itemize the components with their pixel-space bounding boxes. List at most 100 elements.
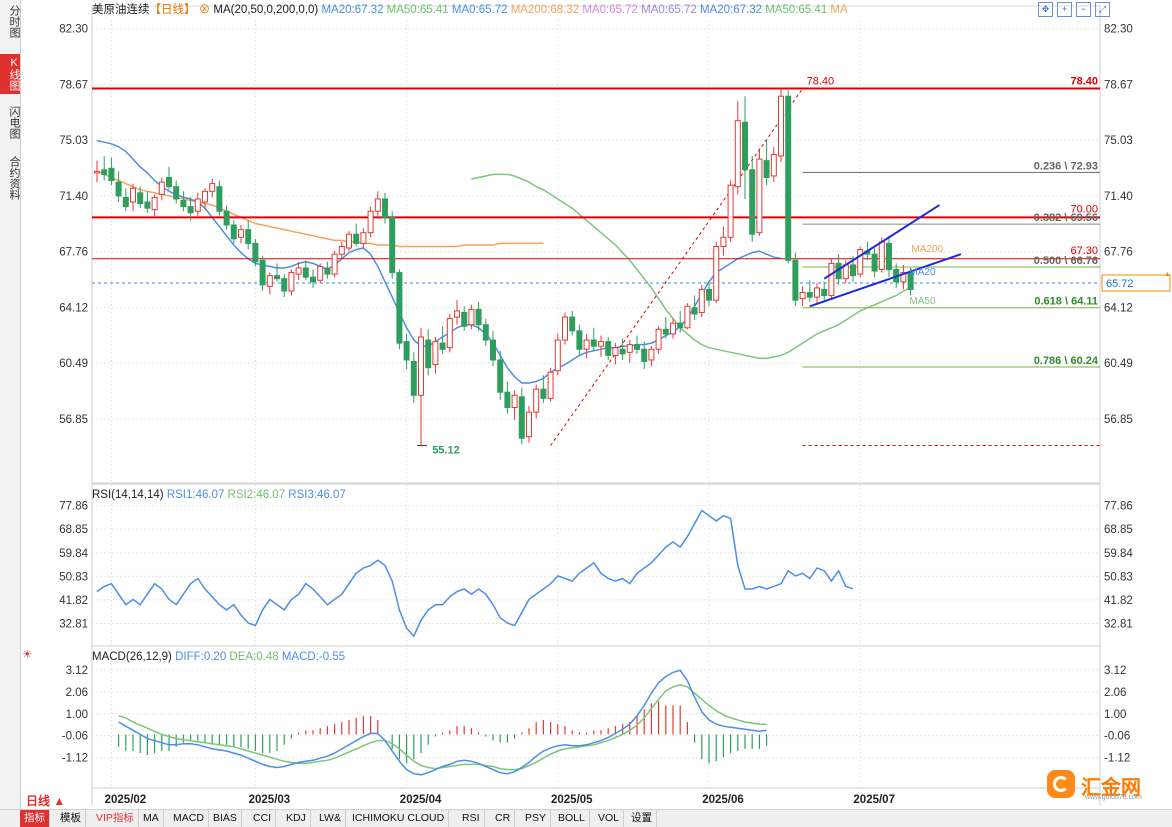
candle-body [209,183,216,192]
candle-body [331,253,338,275]
candle-body [619,348,626,355]
macd-ytick-left: -1.12 [62,753,88,765]
candle-body [792,259,799,301]
candle-body [612,347,619,356]
candle-body [468,308,475,326]
rsi-ytick-left: 59.84 [59,548,88,560]
candle-body [504,391,511,409]
price-ytick-left: 82.30 [59,24,88,36]
zoom-in-icon[interactable]: + [1057,2,1072,17]
candle-body [403,341,410,361]
indicator-tab[interactable]: CR [491,810,516,827]
candle-body [194,198,201,212]
support-label: 67.30 [1070,245,1098,257]
x-tick-label: 2025/03 [249,794,291,806]
price-ytick-left: 56.85 [59,414,88,426]
indicator-tab[interactable]: RSI [458,810,485,827]
indicator-tab-bar: 指标 模板 VIP指标 MA MACD BIAS CCI KDJ LW& ICHIMOKU CLO… [0,809,1172,827]
rsi-ytick-right: 41.82 [1104,595,1133,607]
candle-body [432,341,439,366]
high-price-right-label: 78.40 [1070,76,1098,88]
chart-canvas[interactable]: 82.30 82.30 78.67 78.67 75.03 75.03 71.40 71.40… [0,0,1172,810]
indicator-tab[interactable]: LW& [315,810,346,827]
fib-level-label: 0.382 \ 69.56 [1034,212,1098,224]
dea-line [118,684,767,771]
candle-body [410,361,417,396]
indicator-tab[interactable]: CCI [249,810,277,827]
channel-upper-line [823,204,940,280]
price-ytick-left: 78.67 [59,79,88,91]
price-ytick-left: 67.76 [59,247,88,259]
tab-contract-info[interactable]: 合约资料 [8,156,20,200]
indicator-tab[interactable]: MACD [169,810,209,827]
tab-kline[interactable]: K线图 [0,54,20,94]
candle-body [101,169,108,175]
candle-body [281,278,288,292]
candle-body [94,170,100,174]
candle-body [274,275,280,280]
candle-body [583,339,590,350]
move-icon[interactable]: ✥ [1038,2,1053,17]
candle-body [569,316,576,332]
rsi-title: RSI(14,14,14) [92,489,164,501]
macd-ytick-left: 3.12 [66,665,88,677]
candle-body [202,190,208,203]
indicator-tab[interactable]: PSY [521,810,552,827]
candle-body [396,272,403,344]
indicator-tab[interactable]: ICHIMOKU CLOUD [348,810,450,827]
tab-timeshare[interactable]: 分时图 [8,5,20,38]
legend-item: DIFF:0.20 [175,651,227,663]
tab-flash[interactable]: 闪电图 [8,106,20,139]
indicator-tab[interactable]: 模板 [56,810,86,827]
candle-body [122,196,129,208]
indicator-tab[interactable]: VIP指标 [92,810,139,827]
rsi-ytick-right: 50.83 [1104,571,1133,583]
candle-body [259,259,266,286]
indicator-tab[interactable]: BIAS [209,810,242,827]
candle-body [115,181,122,197]
macd-ytick-left: 1.00 [66,709,88,721]
rsi-ytick-right: 68.85 [1104,524,1133,536]
candle-body [173,186,180,200]
rsi-ytick-right: 32.81 [1104,618,1133,630]
candle-body [554,339,561,372]
settings-icon[interactable]: ⊗ [198,4,211,16]
price-ytick-left: 64.12 [59,303,88,315]
indicator-tab[interactable]: MA [139,810,164,827]
indicator-tab[interactable]: 设置 [627,810,657,827]
candle-body [238,229,244,238]
rsi-legend: RSI1:46.07 RSI2:46.07 RSI3:46.07 [167,489,346,501]
macd-settings-icon[interactable]: ☀ [22,649,33,661]
toolbar-icons: ✥ + − ⤢ [1038,2,1114,17]
candle-body [425,339,432,369]
indicator-tab[interactable]: KDJ [282,810,311,827]
x-tick-label: 2025/06 [702,794,744,806]
candle-body [742,121,748,171]
period-button[interactable]: 日线 ▲ [26,794,66,808]
candle-body [144,201,151,209]
candle-body [799,292,806,300]
candle-body [821,288,828,297]
candle-body [547,371,554,399]
candle-body [526,411,532,438]
logo-subtext: www.gold678.com [1085,794,1142,801]
fib-level-label: 0.236 \ 72.93 [1034,160,1098,172]
period-tag: 【日线】 [149,4,196,16]
candle-body [900,272,907,283]
indicator-tab[interactable]: BOLL [554,810,590,827]
rsi-ytick-left: 77.86 [59,501,88,513]
indicator-tab[interactable]: 指标 [20,810,50,827]
x-tick-label: 2025/02 [105,794,147,806]
price-ytick-right: 64.12 [1104,303,1133,315]
candle-body [878,241,885,271]
zoom-out-icon[interactable]: − [1076,2,1091,17]
rsi-ytick-left: 68.85 [59,524,88,536]
diff-line [118,669,767,776]
candle-body [684,305,691,329]
candle-body [785,95,792,261]
candle-body [490,339,496,361]
candle-body [778,95,784,157]
price-ytick-right: 71.40 [1104,191,1133,203]
indicator-tab[interactable]: VOL [594,810,625,827]
expand-icon[interactable]: ⤢ [1095,2,1110,17]
